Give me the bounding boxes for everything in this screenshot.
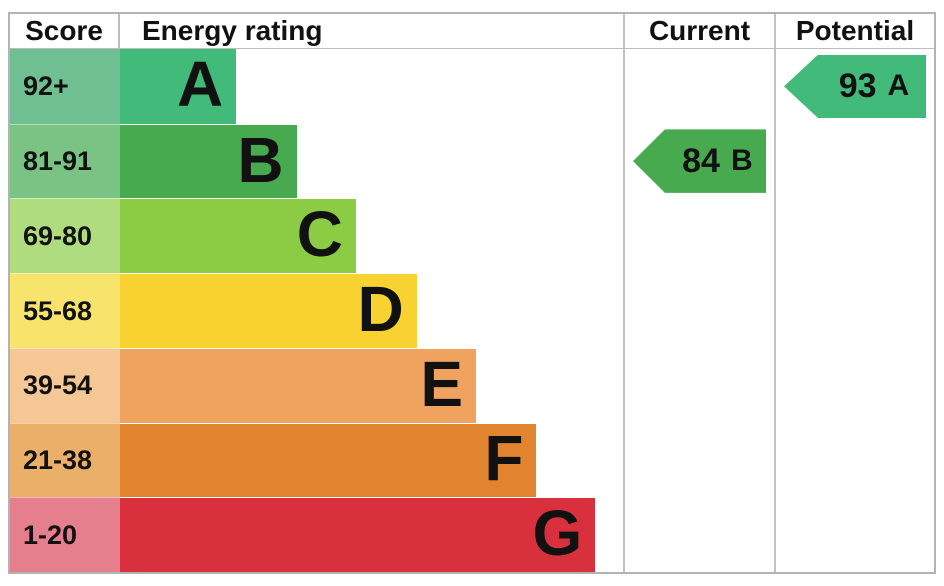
potential-cell: [774, 497, 934, 573]
bands-container: 92+ A 93 A 81-91 B 84 B 69-80 C 55-68: [10, 49, 934, 573]
current-cell: [623, 198, 774, 274]
header-potential: Potential: [774, 14, 934, 48]
band-letter: A: [176, 48, 224, 121]
epc-energy-rating-chart: Score Energy rating Current Potential 92…: [8, 12, 936, 574]
band-bar-cell: F: [120, 422, 623, 498]
band-score: 55-68: [10, 273, 120, 348]
potential-score: 93: [838, 67, 877, 106]
potential-cell: [774, 123, 934, 199]
band-letter: C: [296, 198, 343, 271]
band-score: 21-38: [10, 422, 120, 498]
current-score: 84: [682, 142, 720, 181]
current-cell: [623, 422, 774, 498]
band-letter: B: [237, 123, 284, 196]
band-bar: E: [120, 347, 477, 423]
band-score: 39-54: [10, 347, 120, 423]
current-cell: [623, 497, 774, 573]
band-row: 39-54 E: [10, 347, 934, 423]
potential-rating-letter: A: [887, 69, 910, 103]
header-score: Score: [10, 14, 120, 48]
band-row: 1-20 G: [10, 497, 934, 573]
band-bar: C: [120, 198, 356, 274]
potential-cell: [774, 198, 934, 274]
band-row: 69-80 C: [10, 198, 934, 274]
current-cell: [623, 347, 774, 423]
header-row: Score Energy rating Current Potential: [10, 14, 934, 49]
band-bar-cell: B: [120, 123, 623, 199]
band-bar: D: [120, 274, 417, 348]
band-bar: G: [120, 497, 596, 573]
band-letter: G: [532, 497, 583, 570]
band-letter: E: [420, 347, 464, 420]
current-arrow: 84 B: [633, 129, 766, 193]
potential-cell: [774, 422, 934, 498]
band-bar-cell: G: [120, 497, 623, 573]
band-row: 81-91 B 84 B: [10, 123, 934, 199]
band-letter: F: [484, 422, 524, 495]
band-bar-cell: E: [120, 347, 623, 423]
band-score: 69-80: [10, 198, 120, 274]
current-rating-letter: B: [730, 144, 753, 178]
current-cell: 84 B: [623, 123, 774, 199]
band-bar-cell: D: [120, 273, 623, 348]
potential-cell: [774, 273, 934, 348]
current-cell: [623, 273, 774, 348]
potential-cell: [774, 347, 934, 423]
header-energy-rating: Energy rating: [142, 15, 323, 46]
potential-cell: 93 A: [774, 49, 934, 124]
band-bar-cell: A: [120, 49, 623, 124]
band-bar: A: [120, 48, 237, 124]
band-score: 92+: [10, 49, 120, 124]
band-row: 55-68 D: [10, 273, 934, 348]
header-current: Current: [623, 14, 774, 48]
band-letter: D: [357, 273, 404, 346]
current-cell: [623, 49, 774, 124]
band-bar: F: [120, 422, 537, 498]
band-bar-cell: C: [120, 198, 623, 274]
band-score: 1-20: [10, 497, 120, 573]
band-score: 81-91: [10, 123, 120, 199]
potential-arrow: 93 A: [784, 54, 926, 119]
band-row: 92+ A 93 A: [10, 49, 934, 124]
band-bar: B: [120, 123, 297, 199]
band-row: 21-38 F: [10, 422, 934, 498]
